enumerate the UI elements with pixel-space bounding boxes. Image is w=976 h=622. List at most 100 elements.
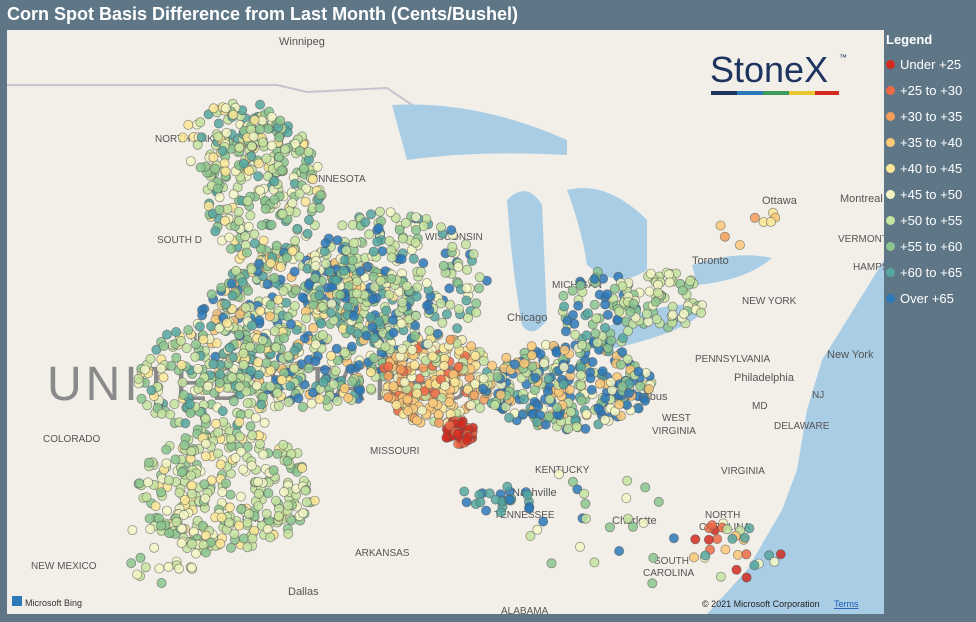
location-dot[interactable] [200,530,211,541]
location-dot[interactable] [297,462,308,473]
location-dot[interactable] [402,405,413,416]
location-dot[interactable] [559,301,570,312]
location-dot[interactable] [171,352,182,363]
location-dot[interactable] [365,209,376,220]
location-dot[interactable] [213,118,224,129]
location-dot[interactable] [470,350,481,361]
location-dot[interactable] [272,388,283,399]
location-dot[interactable] [156,487,167,498]
location-dot[interactable] [441,309,452,320]
location-dot[interactable] [234,309,245,320]
location-dot[interactable] [602,289,613,300]
location-dot[interactable] [569,318,580,329]
location-dot[interactable] [645,268,656,279]
location-dot[interactable] [303,279,314,290]
location-dot[interactable] [186,488,197,499]
location-dot[interactable] [365,367,376,378]
location-dot[interactable] [487,360,498,371]
location-dot[interactable] [294,145,305,156]
location-dot[interactable] [652,287,663,298]
location-dot[interactable] [216,512,227,523]
location-dot[interactable] [502,481,513,492]
location-dot[interactable] [580,423,591,434]
location-dot[interactable] [181,343,192,354]
location-dot[interactable] [576,395,587,406]
location-dot[interactable] [220,103,231,114]
location-dot[interactable] [221,127,232,138]
location-dot[interactable] [411,291,422,302]
location-dot[interactable] [385,207,396,218]
location-dot[interactable] [273,511,284,522]
location-dot[interactable] [283,500,294,511]
location-dot[interactable] [433,409,444,420]
location-dot[interactable] [312,161,323,172]
location-dot[interactable] [439,380,450,391]
location-dot[interactable] [139,364,150,375]
location-dot[interactable] [220,478,231,489]
location-dot[interactable] [301,313,312,324]
location-dot[interactable] [604,522,615,533]
location-dot[interactable] [234,381,245,392]
location-dot[interactable] [289,363,300,374]
location-dot[interactable] [202,381,213,392]
location-dot[interactable] [303,363,314,374]
location-dot[interactable] [236,504,247,515]
location-dot[interactable] [320,258,331,269]
location-dot[interactable] [145,353,156,364]
location-dot[interactable] [199,479,210,490]
location-dot[interactable] [275,261,286,272]
location-dot[interactable] [538,516,549,527]
location-dot[interactable] [156,520,167,531]
location-dot[interactable] [230,452,241,463]
location-dot[interactable] [573,300,584,311]
location-dot[interactable] [749,212,760,223]
location-dot[interactable] [331,343,342,354]
location-dot[interactable] [614,546,625,557]
location-dot[interactable] [607,385,618,396]
location-dot[interactable] [427,397,438,408]
location-dot[interactable] [246,365,257,376]
location-dot[interactable] [308,322,319,333]
location-dot[interactable] [213,427,224,438]
location-dot[interactable] [373,315,384,326]
location-dot[interactable] [444,397,455,408]
location-dot[interactable] [224,502,235,513]
location-dot[interactable] [250,412,261,423]
location-dot[interactable] [535,348,546,359]
location-dot[interactable] [445,334,456,345]
location-dot[interactable] [381,305,392,316]
location-dot[interactable] [268,465,279,476]
location-dot[interactable] [466,341,477,352]
location-dot[interactable] [254,124,265,135]
location-dot[interactable] [190,351,201,362]
location-dot[interactable] [727,533,738,544]
location-dot[interactable] [642,308,653,319]
location-dot[interactable] [386,252,397,263]
location-dot[interactable] [592,337,603,348]
location-dot[interactable] [319,364,330,375]
location-dot[interactable] [509,359,520,370]
location-dot[interactable] [638,517,649,528]
location-dot[interactable] [677,285,688,296]
location-dot[interactable] [283,351,294,362]
legend-item[interactable]: +35 to +40 [886,129,976,155]
location-dot[interactable] [715,220,726,231]
location-dot[interactable] [558,379,569,390]
location-dot[interactable] [169,399,180,410]
location-dot[interactable] [317,301,328,312]
location-dot[interactable] [625,306,636,317]
location-dot[interactable] [421,278,432,289]
location-dot[interactable] [265,299,276,310]
location-dot[interactable] [384,235,395,246]
location-dot[interactable] [769,556,780,567]
location-dot[interactable] [187,538,198,549]
location-dot[interactable] [185,407,196,418]
location-dot[interactable] [161,329,172,340]
location-dot[interactable] [261,508,272,519]
location-dot[interactable] [462,264,473,275]
location-dot[interactable] [158,372,169,383]
location-dot[interactable] [238,158,249,169]
location-dot[interactable] [302,228,313,239]
location-dot[interactable] [246,320,257,331]
